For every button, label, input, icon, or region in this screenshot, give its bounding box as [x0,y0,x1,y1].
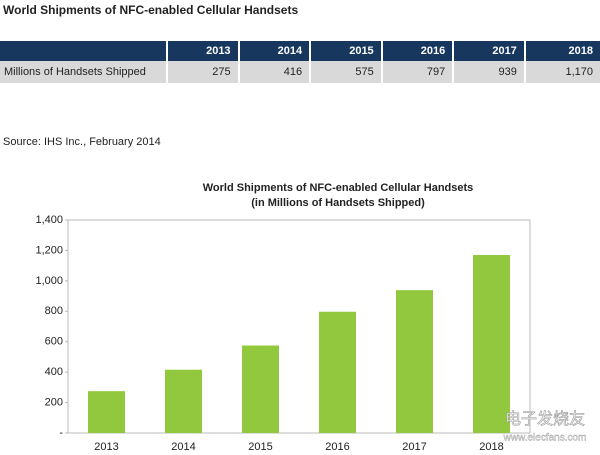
bar [473,254,510,433]
header-cell: 2016 [380,41,454,61]
data-cell: 275 [166,61,239,83]
header-cell: 2018 [523,41,600,61]
plot-frame [67,219,531,434]
source-note: Source: IHS Inc., February 2014 [3,136,161,148]
bar [165,369,202,433]
x-tick-label: 2015 [248,441,272,453]
row-label: Millions of Handsets Shipped [0,61,167,83]
watermark: 电子发烧友 [505,410,585,428]
y-tick-label: 400 [45,366,63,378]
data-cell: 416 [237,61,311,83]
x-tick-label: 2014 [171,441,195,453]
chart-subtitle: (in Millions of Handsets Shipped) [251,197,425,209]
x-tick-label: 2016 [325,441,349,453]
x-tick-label: 2018 [479,441,503,453]
header-row: 2013 2014 2015 2016 2017 2018 [0,41,600,61]
bar [242,345,279,433]
y-tick-label: - [59,427,63,439]
x-tick-label: 2013 [94,441,118,453]
watermark: www.elecfans.com [503,433,587,444]
x-tick-label: 2017 [402,441,426,453]
bar [319,311,356,433]
header-cell: 2015 [309,41,382,61]
data-row: Millions of Handsets Shipped 275 416 575 797… [0,61,600,83]
y-tick-label: 200 [45,396,63,408]
data-cell: 797 [380,61,454,83]
data-cell: 1,170 [523,61,600,83]
header-cell: 2014 [237,41,311,61]
header-cell: 2017 [452,41,525,61]
data-cell: 939 [452,61,525,83]
page-title: World Shipments of NFC-enabled Cellular … [3,3,299,17]
header-cell: 2013 [166,41,239,61]
y-tick-label: 600 [45,336,63,348]
data-table: 2013 2014 2015 2016 2017 2018 Millions of Han… [0,41,600,83]
bar [88,391,125,433]
chart-title: World Shipments of NFC-enabled Cellular … [203,182,474,194]
corner-cell [0,41,167,61]
y-tick-label: 1,400 [35,214,63,226]
data-cell: 575 [309,61,382,83]
bar [396,290,433,433]
y-tick-label: 1,200 [35,244,63,256]
y-tick-label: 800 [45,305,63,317]
y-tick-label: 1,000 [35,275,63,287]
